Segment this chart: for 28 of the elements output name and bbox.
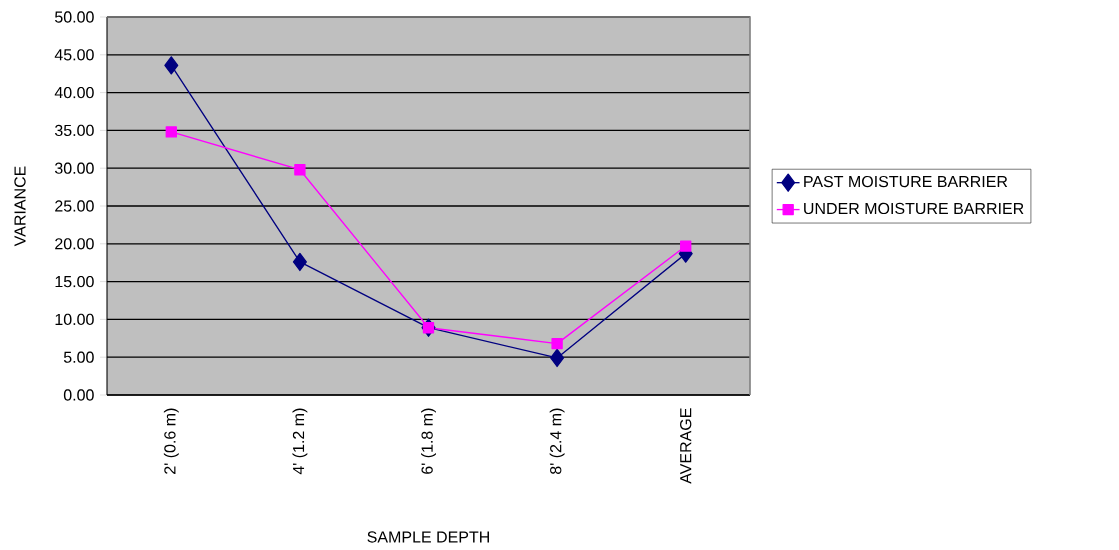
x-tick-label: 6' (1.8 m) [421, 408, 436, 474]
y-tick-label: 15.00 [55, 275, 94, 288]
x-tick-label: 8' (2.4 m) [549, 408, 565, 474]
y-tick-label: 20.00 [55, 238, 94, 250]
y-tick-label: 5.00 [63, 351, 94, 363]
point [292, 252, 307, 272]
point [551, 337, 563, 350]
point [164, 56, 179, 75]
y-tick-label: 35.00 [54, 124, 94, 137]
y-tick-label: 50.00 [55, 11, 94, 23]
legend-label: PAST MOISTURE BARRIER [804, 175, 1008, 188]
x-tick-label: 2' (0.6 m) [163, 408, 179, 474]
x-tick-label: AVERAGE [680, 408, 692, 484]
x-tick-label: 4' (1.2 m) [292, 408, 308, 475]
y-tick-label: 30.00 [54, 162, 94, 174]
y-tick-label: 45.00 [54, 49, 94, 61]
point [422, 322, 435, 334]
point [165, 126, 177, 138]
point [294, 164, 306, 176]
point [680, 240, 692, 252]
point [550, 348, 565, 368]
legend-label: UNDER MOISTURE BARRIER [804, 202, 1024, 215]
y-tick-label: 40.00 [54, 86, 94, 99]
y-tick-label: 25.00 [55, 200, 94, 212]
y-tick-label: 0.00 [63, 389, 94, 401]
y-axis-title: VARIANCE [14, 166, 26, 247]
x-axis-title: SAMPLE DEPTH [367, 531, 489, 543]
y-tick-label: 10.00 [55, 313, 94, 326]
